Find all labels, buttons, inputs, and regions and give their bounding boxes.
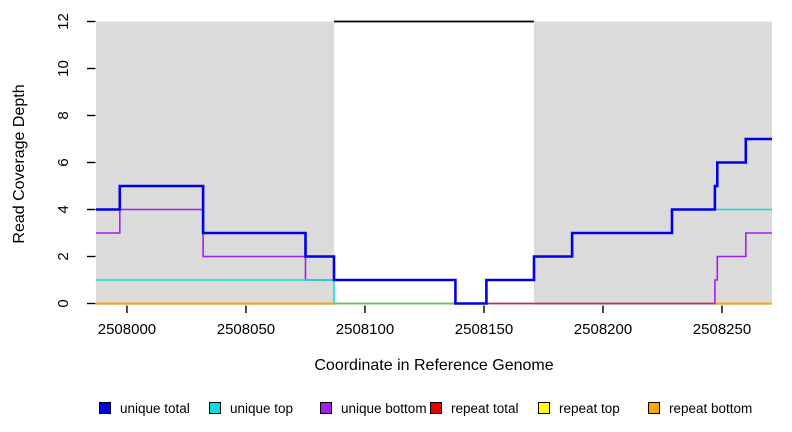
y-tick-label: 12	[55, 13, 72, 30]
y-axis-title: Read Coverage Depth	[11, 84, 28, 244]
y-tick-label: 8	[55, 111, 72, 119]
legend-label: repeat total	[451, 400, 519, 416]
y-tick-label: 4	[55, 205, 72, 213]
x-axis-title: Coordinate in Reference Genome	[314, 357, 554, 374]
x-tick-label: 2508200	[574, 321, 632, 338]
unique-region-left	[96, 21, 335, 305]
legend-swatch-icon	[430, 402, 442, 414]
legend-label: repeat bottom	[669, 400, 753, 416]
legend-swatch-icon	[320, 402, 332, 414]
y-tick-label: 10	[55, 60, 72, 77]
series-line-unique-total	[96, 137, 772, 305]
legend-item-repeat-total: repeat total	[430, 400, 519, 416]
legend: unique total unique top unique bottom repea…	[0, 400, 792, 420]
legend-item-unique-total: unique total	[99, 400, 190, 416]
legend-swatch-icon	[538, 402, 550, 414]
legend-item-unique-bottom: unique bottom	[320, 400, 427, 416]
legend-swatch-icon	[99, 402, 111, 414]
x-tick-label: 2508000	[98, 321, 156, 338]
legend-item-repeat-bottom: repeat bottom	[648, 400, 752, 416]
y-tick-label: 0	[55, 299, 72, 307]
legend-item-unique-top: unique top	[209, 400, 293, 416]
x-tick-label: 2508100	[336, 321, 394, 338]
x-tick-label: 2508150	[455, 321, 513, 338]
legend-label: unique top	[230, 400, 294, 416]
y-tick-label: 2	[55, 252, 72, 260]
coverage-plot-canvas: 2508000 2508050 2508100 2508150 2508200 25082…	[55, 13, 772, 338]
y-tick-label: 6	[55, 158, 72, 166]
legend-label: unique total	[120, 400, 190, 416]
legend-label: repeat top	[559, 400, 620, 416]
x-tick-label: 2508050	[217, 321, 275, 338]
legend-swatch-icon	[648, 402, 660, 414]
x-tick-label: 2508250	[693, 321, 751, 338]
legend-item-repeat-top: repeat top	[538, 400, 620, 416]
legend-label: unique bottom	[341, 400, 427, 416]
legend-swatch-icon	[209, 402, 221, 414]
